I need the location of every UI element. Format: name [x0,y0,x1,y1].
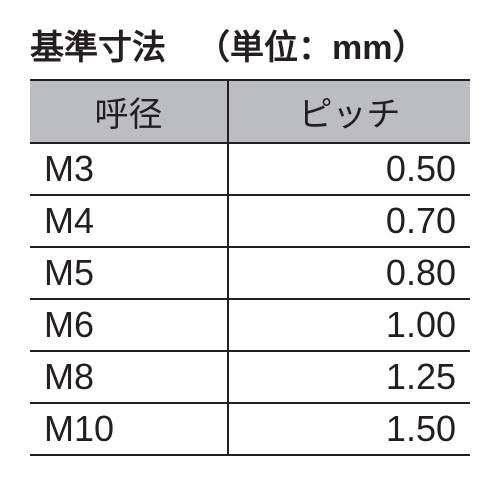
table-body: M3 0.50 M4 0.70 M5 0.80 M6 1.00 M8 1.25 … [30,143,470,455]
table-row: M4 0.70 [30,195,470,247]
table-header-row: 呼径 ピッチ [30,80,470,143]
table-row: M10 1.50 [30,403,470,455]
table-row: M3 0.50 [30,143,470,195]
title-row: 基準寸法 （単位：mm） [30,20,470,69]
cell-size: M10 [30,403,228,455]
cell-size: M6 [30,299,228,351]
cell-size: M3 [30,143,228,195]
header-pitch: ピッチ [228,80,470,143]
table-row: M5 0.80 [30,247,470,299]
title-main: 基準寸法 [30,20,166,69]
cell-pitch: 0.50 [228,143,470,195]
title-unit: （単位：mm） [196,20,426,69]
cell-pitch: 1.25 [228,351,470,403]
header-size: 呼径 [30,80,228,143]
cell-size: M5 [30,247,228,299]
cell-pitch: 0.80 [228,247,470,299]
table-row: M8 1.25 [30,351,470,403]
cell-pitch: 0.70 [228,195,470,247]
dimension-table: 呼径 ピッチ M3 0.50 M4 0.70 M5 0.80 M6 1.00 M… [30,79,470,456]
cell-size: M4 [30,195,228,247]
cell-pitch: 1.50 [228,403,470,455]
cell-pitch: 1.00 [228,299,470,351]
table-row: M6 1.00 [30,299,470,351]
cell-size: M8 [30,351,228,403]
